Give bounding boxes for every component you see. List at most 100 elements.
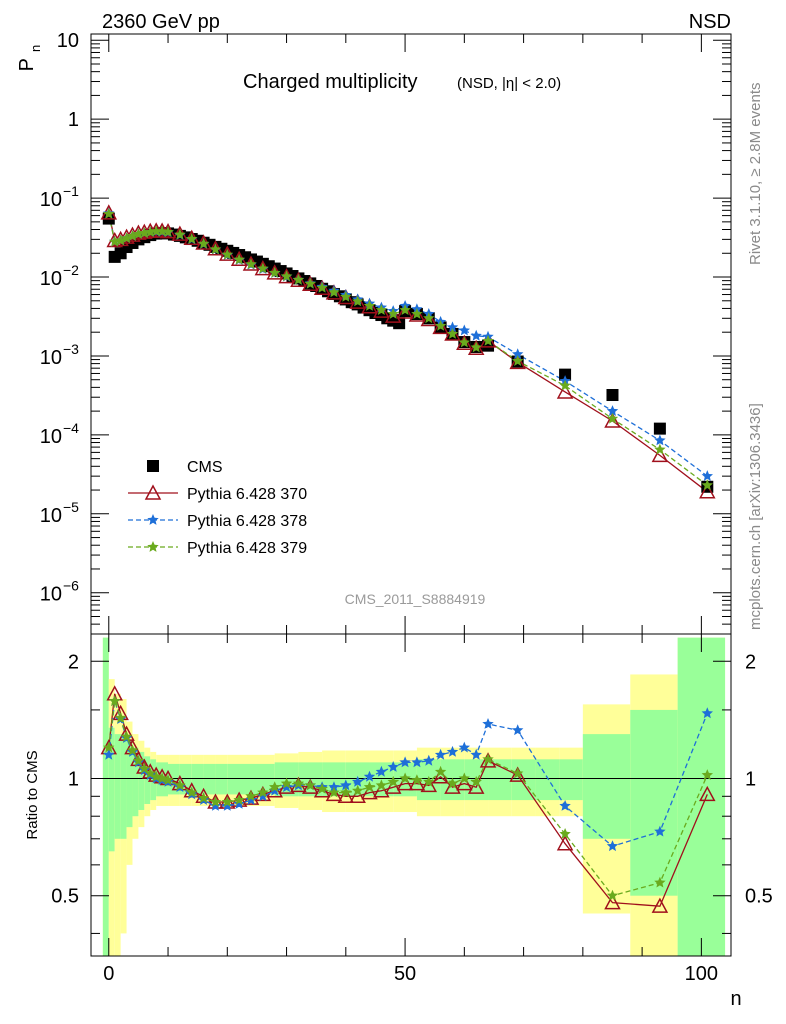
main-series-line [108,213,708,486]
ratio-data-point [352,784,364,796]
stat-uncertainty-band [168,763,180,795]
legend-label: Pythia 6.428 379 [187,540,307,557]
ratio-x-tick-label: 100 [685,963,718,985]
ratio-data-point [280,777,293,789]
stat-uncertainty-band [203,763,216,795]
mc-data-point [699,483,716,499]
mc-data-point [399,304,411,315]
ratio-data-point [103,748,115,760]
ratio-data-point [512,724,524,736]
ratio-data-point [434,748,447,760]
ratio-data-point [340,786,352,798]
ratio-y-ticks: 0.5 0.5 1 1 2 2 [51,651,773,934]
ratio-data-point [399,756,411,768]
legend-label: Pythia 6.428 370 [187,486,307,503]
ratio-data-point [292,777,305,789]
ratio-data-point [132,754,145,766]
stat-uncertainty-band [535,759,560,801]
main-marks [100,204,716,499]
ratio-panel: 0.5 0.5 1 1 2 2 0 50 100 Ratio to CMS n [24,633,773,1010]
stat-uncertainty-band [227,763,251,795]
ratio-data-point [509,766,526,782]
main-y-tick-exponent: −4 [63,420,79,436]
ratio-data-point [162,774,174,785]
ratio-data-point [352,775,364,787]
ratio-data-point [138,762,150,774]
ratio-y-tick-label-right: 2 [745,651,756,673]
mc-data-point [434,319,447,331]
legend-label: Pythia 6.428 378 [187,513,307,530]
analysis-tag: CMS_2011_S8884919 [345,591,486,607]
mc-data-point [174,228,186,240]
ratio-y-axis-label: Ratio to CMS [24,750,41,839]
main-y-tick-label: 1 [68,109,79,131]
stat-uncertainty-band [179,763,192,795]
stat-uncertainty-band [559,759,583,801]
mc-data-point [604,412,621,428]
ratio-data-point [109,695,121,706]
cms-data-point [482,339,495,352]
stat-uncertainty-band [677,637,726,956]
ratio-data-point [245,794,257,805]
stat-uncertainty-band [120,734,127,839]
mc-data-point [352,295,364,307]
mc-data-point [375,304,388,315]
ratio-data-point [269,781,281,792]
mc-data-point [144,226,156,237]
ratio-data-point [233,794,245,805]
ratio-data-point [373,782,390,798]
ratio-data-point [654,825,666,837]
mc-data-point [120,232,133,244]
ratio-data-point [197,792,210,803]
ratio-data-point [361,783,378,800]
stat-uncertainty-band [369,762,394,797]
mc-data-point [156,225,168,237]
ratio-data-point [699,785,716,802]
mc-data-point [423,312,435,324]
ratio-data-point [363,770,376,782]
ratio-data-point [304,779,316,791]
mc-data-point [456,334,473,350]
mc-data-point [304,277,316,289]
main-y-tick-label: 10 [40,505,62,527]
cms-data-point [606,389,619,402]
ratio-data-point [423,754,435,766]
mc-data-point [363,300,376,311]
ratio-data-point [316,782,328,794]
ratio-data-point [444,778,461,794]
stat-uncertainty-band [102,637,109,956]
mc-data-point [337,288,355,305]
mc-data-point [651,446,669,463]
ratio-data-point [446,745,459,757]
main-series-line [108,213,708,477]
ratio-data-point [186,786,198,798]
ratio-data-point [482,718,494,729]
ratio-data-point [114,712,127,723]
ratio-data-point [144,767,156,779]
ratio-data-point [470,748,482,760]
ratio-data-point [328,786,340,798]
ratio-data-point [257,786,269,798]
mc-data-point [396,303,414,319]
main-series-line [108,212,708,493]
ratio-y-tick-label-left: 1 [68,768,79,790]
stat-uncertainty-band [582,734,631,839]
ratio-y-tick-label-left: 2 [68,651,79,673]
ratio-data-point [420,776,438,793]
ratio-data-point [280,781,293,792]
mc-data-point [186,233,198,244]
mc-data-point [446,328,459,339]
ratio-data-point [458,741,470,753]
main-x-ticks [108,34,702,634]
mc-data-point [269,266,281,278]
main-y-tick-exponent: −1 [63,183,79,199]
ratio-data-point [559,800,571,811]
ratio-data-point [325,785,343,802]
ratio-data-point [150,770,162,782]
stat-uncertainty-band [108,727,115,852]
ratio-data-point [375,779,388,791]
mc-data-point [420,310,438,327]
mc-data-point [446,321,459,333]
main-title-suffix: (NSD, |η| < 2.0) [457,75,561,92]
main-y-tick-exponent: −2 [63,262,79,278]
